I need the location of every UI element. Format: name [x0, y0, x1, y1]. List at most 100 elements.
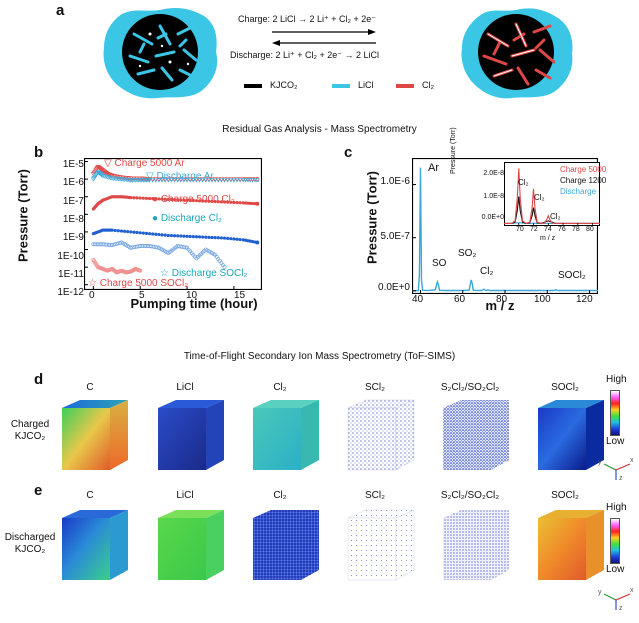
inset-ytick: 2.0E-8 [483, 170, 504, 177]
panel-c-ytick: 5.0E-7 [380, 231, 410, 242]
colorbar-e-low: Low [606, 564, 625, 575]
axis-glyph-x: x [630, 587, 634, 594]
inset-legend-discharge: Discharge [560, 187, 597, 196]
data-point [228, 177, 234, 182]
inset-plot [504, 162, 600, 226]
panel-c-ytick: 0.0E+0 [378, 282, 410, 293]
data-point [132, 196, 136, 200]
data-point [162, 178, 168, 183]
cube-d-cl2 [253, 400, 319, 470]
legend-label-kjco2: KJCO₂ [270, 80, 298, 90]
electrode-charged-illustration [461, 8, 573, 99]
data-point [213, 199, 217, 204]
panel-b-ytick: 1E-7 [62, 196, 84, 207]
panel-d-col-cl2: Cl₂ [273, 382, 287, 393]
data-point [113, 228, 117, 233]
data-point [197, 235, 202, 239]
data-point [172, 234, 177, 238]
data-point [183, 245, 188, 250]
data-point [197, 177, 203, 182]
panel-b-xtick: 15 [234, 290, 246, 301]
data-point [255, 240, 260, 245]
data-point [110, 228, 114, 232]
cube-e-c [62, 510, 128, 580]
data-point [135, 230, 139, 235]
panel-b-xlabel: Pumping time (hour) [130, 296, 258, 311]
data-point [175, 177, 181, 182]
data-point [213, 236, 217, 240]
series-4 [91, 240, 227, 270]
data-point [104, 175, 110, 180]
tof-section-title: Time-of-Flight Secondary Ion Mass Spectr… [183, 351, 456, 362]
panel-e-row-label-line2: KJCO₂ [14, 544, 46, 555]
inset-ytick: 1.0E-8 [483, 193, 504, 200]
data-point [154, 197, 158, 201]
axis-glyph-y: y [598, 589, 602, 596]
panel-a-legend: KJCO₂ LiCl Cl₂ [244, 80, 494, 92]
colorbar-d [610, 390, 620, 436]
data-point [182, 198, 186, 202]
colorbar-e [610, 518, 620, 564]
cube-e-scl2 [347, 509, 415, 581]
data-point [222, 177, 228, 182]
data-point [190, 177, 196, 182]
axes-orientation-icon: y x z [598, 587, 634, 612]
panel-b-ytick: 1E-5 [62, 159, 84, 170]
panel-d-col-c: C [86, 382, 94, 393]
data-point [129, 196, 133, 200]
legend-swatch-kjco2 [244, 84, 262, 88]
inset-legend: Charge 5000 Charge 1200 Discharge [560, 164, 620, 197]
data-point [194, 199, 199, 203]
panel-b-ytick: 1E-10 [57, 251, 84, 262]
data-point [157, 232, 161, 237]
cube-e-socl2 [538, 510, 604, 580]
panel-d-row-label: Charged KJCO₂ [0, 419, 60, 443]
inset-xtick: 74 [544, 226, 552, 233]
data-point [153, 177, 159, 182]
panel-d-cubes [62, 399, 604, 471]
data-point [156, 178, 162, 183]
data-point [255, 178, 260, 182]
data-point [172, 198, 177, 202]
peak-label-cl2: Cl₂ [480, 266, 494, 277]
data-point [147, 196, 152, 201]
data-point [222, 236, 227, 240]
data-point [206, 177, 212, 182]
data-point [132, 230, 136, 234]
data-point [182, 234, 186, 238]
legend-label-cl2: Cl₂ [422, 80, 434, 90]
panel-d-row-label-line2: KJCO₂ [14, 431, 46, 442]
data-point [193, 178, 199, 183]
data-point [100, 173, 106, 179]
data-point [229, 237, 233, 241]
inset-xtick: 76 [558, 226, 566, 233]
panel-d-letter: d [34, 371, 44, 388]
inset-xtick: 78 [572, 226, 580, 233]
data-point [229, 200, 233, 204]
panel-b-ytick: 1E-9 [62, 232, 84, 243]
cube-e-licl [158, 510, 224, 580]
data-point [181, 177, 187, 182]
data-point [241, 201, 245, 205]
panel-c-xtick: 100 [534, 294, 551, 305]
data-point [169, 197, 174, 202]
series-5 [91, 258, 143, 275]
panel-b-plot [84, 158, 262, 290]
peak-label-socl2: SOCl₂ [558, 270, 586, 281]
panel-c-xtick: 40 [412, 294, 424, 305]
series-1 [90, 170, 260, 183]
data-point [187, 178, 193, 183]
data-point [201, 235, 205, 239]
inset-legend-charge1200: Charge 1200 [560, 176, 607, 185]
cube-d-s2cl2 [443, 400, 509, 470]
data-point [138, 268, 143, 273]
data-point [201, 199, 205, 203]
data-point [237, 177, 243, 182]
panel-e-col-s2cl2: S₂Cl₂/SO₂Cl₂ [440, 490, 500, 501]
data-point [106, 175, 112, 180]
data-point [129, 230, 133, 234]
inset-xtick: 80 [586, 226, 594, 233]
data-point [203, 178, 209, 183]
data-point [153, 178, 159, 183]
panel-b-xtick: 10 [186, 290, 198, 301]
